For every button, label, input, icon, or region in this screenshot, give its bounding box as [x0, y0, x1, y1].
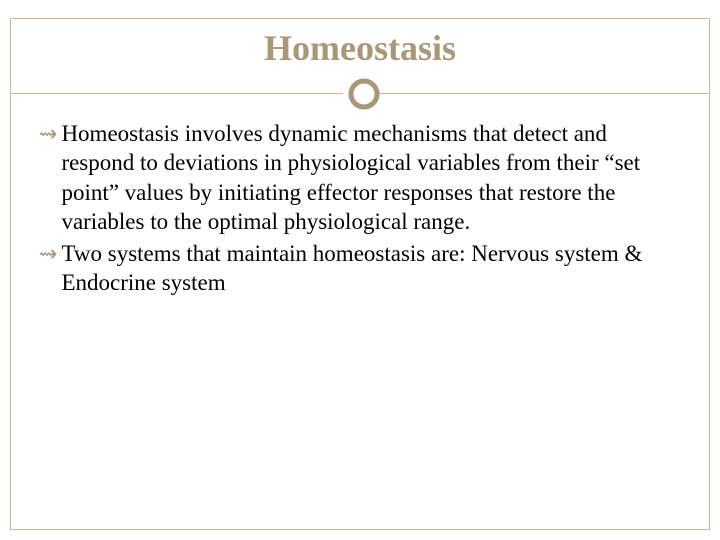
slide-content: ⇝ Homeostasis involves dynamic mechanism… [11, 111, 709, 298]
bullet-marker-icon: ⇝ [39, 239, 57, 269]
slide-container: Homeostasis ⇝ Homeostasis involves dynam… [0, 0, 720, 540]
slide-border: Homeostasis ⇝ Homeostasis involves dynam… [10, 18, 710, 530]
circle-icon [343, 77, 377, 111]
slide-title: Homeostasis [11, 19, 709, 75]
bullet-marker-icon: ⇝ [39, 119, 57, 149]
bullet-item: ⇝ Homeostasis involves dynamic mechanism… [39, 119, 681, 237]
bullet-item: ⇝ Two systems that maintain homeostasis … [39, 239, 681, 298]
title-divider [11, 75, 709, 111]
bullet-text: Homeostasis involves dynamic mechanisms … [61, 119, 681, 237]
bullet-text: Two systems that maintain homeostasis ar… [61, 239, 681, 298]
